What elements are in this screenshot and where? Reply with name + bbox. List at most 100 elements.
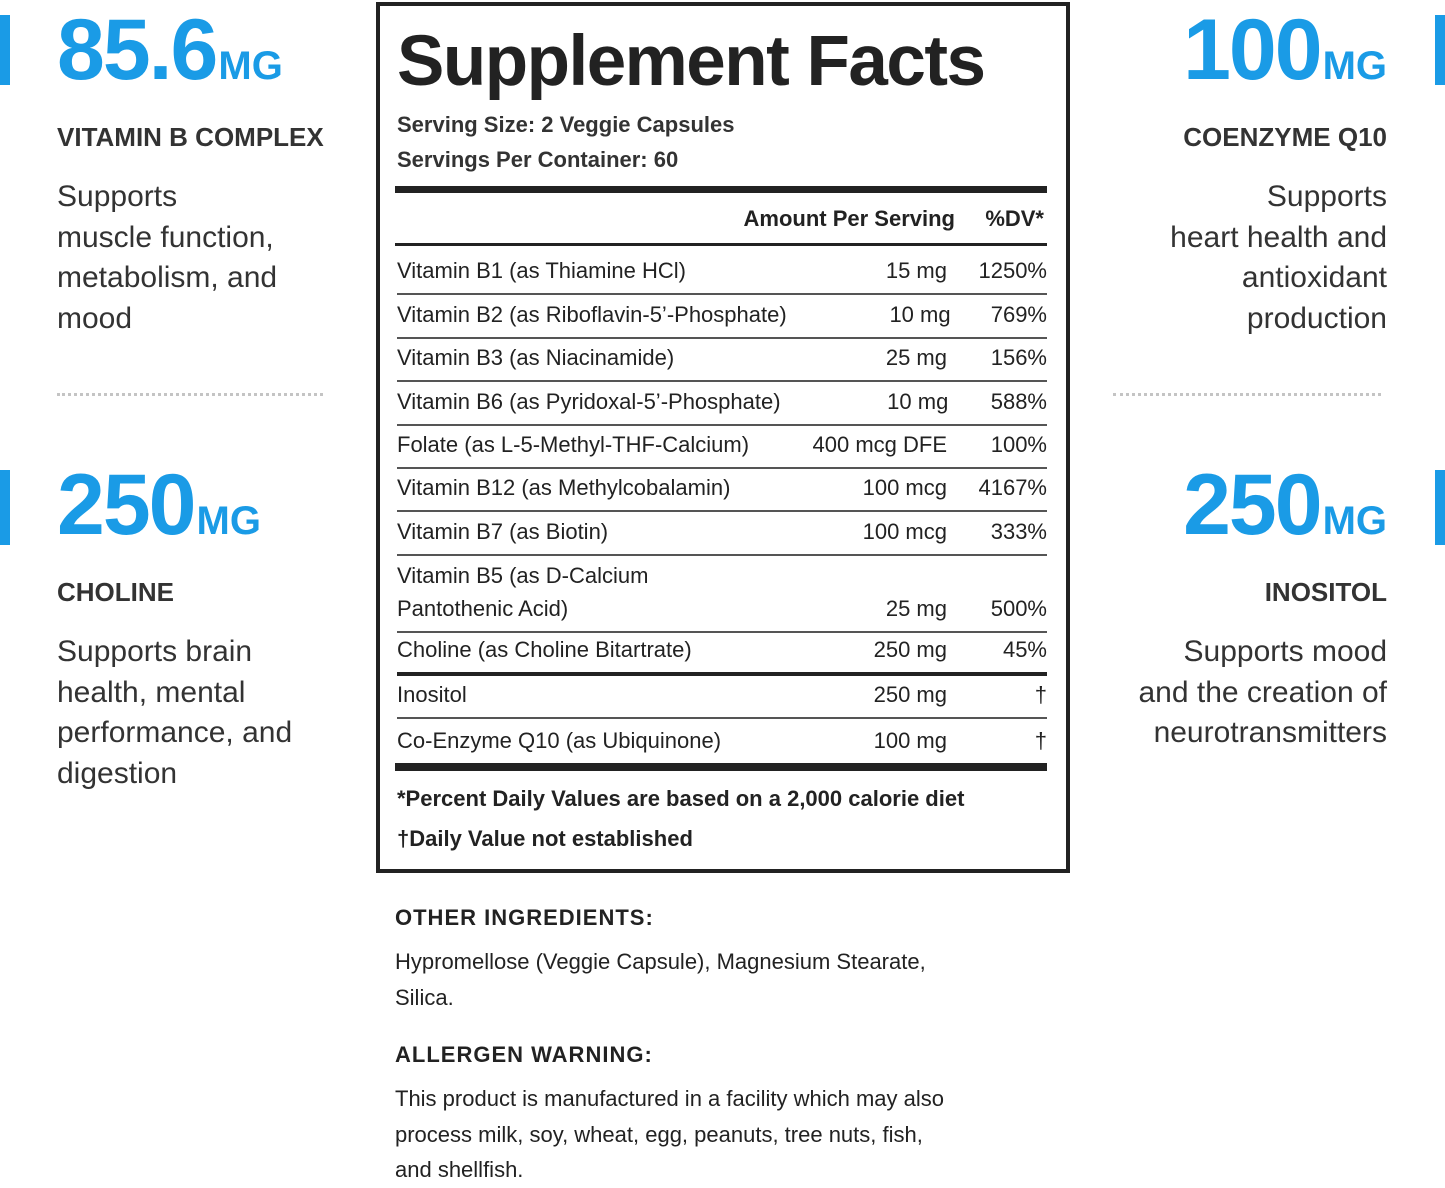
footnote: *Percent Daily Values are based on a 2,0…: [397, 786, 965, 811]
description-line: Supports: [57, 180, 178, 213]
accent-bar: [1435, 15, 1445, 85]
name-line: Vitamin B12 (as Methylcobalamin): [397, 475, 731, 501]
rule: [395, 243, 1047, 246]
nutrient-amount: 10 mg: [887, 388, 949, 414]
unit: MG: [1322, 499, 1387, 543]
facts-row: Vitamin B2 (as Riboflavin-5’-Phosphate) 1…: [397, 295, 1047, 339]
rule: [395, 763, 1047, 771]
description-line: performance, and: [57, 716, 293, 749]
highlight-amount: 250MG: [57, 457, 397, 569]
description-line: Supports: [1266, 180, 1387, 213]
daily-value: 156%: [990, 345, 1047, 371]
highlight: 85.6MG VITAMIN B COMPLEX Supports muscle fu…: [57, 2, 397, 339]
servings-per-container: Servings Per Container: 60: [397, 147, 679, 172]
section-heading: ALLERGEN WARNING:: [395, 1042, 653, 1067]
amount: 85.6: [57, 2, 218, 98]
daily-value: 45%: [1002, 637, 1047, 663]
daily-value: 1250%: [978, 258, 1047, 284]
name-line: Co-Enzyme Q10 (as Ubiquinone): [397, 727, 722, 753]
nutrient-name: Vitamin B2 (as Riboflavin-5’-Phosphate): [397, 298, 787, 331]
section-heading: OTHER INGREDIENTS:: [395, 905, 654, 930]
nutrient-name: Vitamin B3 (as Niacinamide): [397, 341, 777, 374]
facts-panel: [376, 2, 1070, 873]
facts-row: Vitamin B3 (as Niacinamide) 25 mg 156%: [397, 339, 1047, 383]
accent-bar: [1435, 470, 1445, 545]
nutrient-name: Vitamin B5 (as D-Calcium Pantothenic Acid…: [397, 559, 777, 625]
text-line: Hypromellose (Veggie Capsule), Magnesium…: [395, 949, 926, 974]
amount: 250: [57, 457, 196, 553]
daily-value: †: [1034, 682, 1047, 708]
nutrient-name: Inositol: [397, 678, 777, 711]
name-line: Vitamin B3 (as Niacinamide): [397, 345, 675, 371]
nutrient-amount: 400 mcg DFE: [812, 431, 948, 457]
nutrient-amount: 100 mcg: [862, 518, 947, 544]
description-line: production: [1246, 301, 1387, 335]
footnote: †Daily Value not established: [397, 826, 693, 851]
column-header: Amount Per Serving: [743, 206, 955, 231]
serving-size: Serving Size: 2 Veggie Capsules: [397, 112, 735, 137]
nutrient-amount: 250 mg: [873, 637, 947, 663]
facts-row: Choline (as Choline Bitartrate) 250 mg 45%: [397, 633, 1047, 677]
separator: [57, 393, 323, 396]
daily-value: 4167%: [978, 475, 1047, 501]
name-line: Inositol: [397, 682, 467, 708]
nutrient-amount: 25 mg: [885, 595, 947, 621]
facts-row: Vitamin B12 (as Methylcobalamin) 100 mcg 4…: [397, 469, 1047, 513]
nutrient-name: Vitamin B6 (as Pyridoxal-5’-Phosphate): [397, 385, 781, 418]
rule: [395, 186, 1047, 193]
highlight-description: Supports mood and the creation of neurotra…: [1047, 632, 1387, 754]
unit: MG: [196, 499, 261, 543]
nutrient-name: Folate (as L-5-Methyl-THF-Calcium): [397, 428, 777, 461]
daily-value: 333%: [990, 518, 1047, 544]
nutrient-amount: 100 mcg: [862, 475, 947, 501]
accent-bar: [0, 15, 10, 85]
text-line: and shellfish.: [395, 1157, 524, 1182]
unit: MG: [218, 44, 283, 88]
name-line: Vitamin B2 (as Riboflavin-5’-Phosphate): [397, 301, 787, 327]
description-line: muscle function,: [57, 220, 274, 254]
daily-value: 100%: [990, 431, 1047, 457]
name-line: Folate (as L-5-Methyl-THF-Calcium): [397, 431, 750, 457]
section-text: This product is manufactured in a facili…: [395, 1081, 944, 1188]
section-text: Hypromellose (Veggie Capsule), Magnesium…: [395, 944, 926, 1015]
nutrient-amount: 15 mg: [885, 258, 947, 284]
accent-bar: [0, 470, 10, 545]
name-line: Pantothenic Acid): [397, 595, 569, 621]
description-line: Supports brain: [57, 635, 253, 668]
highlight-amount: 100MG: [1047, 2, 1387, 114]
facts-row: Vitamin B7 (as Biotin) 100 mcg 333%: [397, 512, 1047, 556]
facts-row: Folate (as L-5-Methyl-THF-Calcium) 400 mc…: [397, 426, 1047, 469]
description-line: health, mental: [57, 675, 246, 709]
text-line: Silica.: [395, 984, 454, 1010]
daily-value: †: [1034, 727, 1047, 753]
nutrient-amount: 25 mg: [885, 345, 947, 371]
nutrient-name: Vitamin B7 (as Biotin): [397, 515, 777, 548]
name-line: Vitamin B5 (as D-Calcium: [397, 562, 649, 588]
nutrient-name: Choline (as Choline Bitartrate): [397, 633, 777, 666]
highlight-description: Supports brain health, mental performance,…: [57, 632, 397, 794]
daily-value: 500%: [990, 595, 1047, 621]
text-line: This product is manufactured in a facili…: [395, 1086, 945, 1111]
nutrient-name: Co-Enzyme Q10 (as Ubiquinone): [397, 724, 777, 757]
description-line: and the creation of: [1138, 675, 1387, 709]
name-line: Vitamin B1 (as Thiamine HCl): [397, 258, 686, 284]
facts-row: Vitamin B1 (as Thiamine HCl) 15 mg 1250%: [397, 252, 1047, 296]
facts-row: Vitamin B6 (as Pyridoxal-5’-Phosphate) 10…: [397, 382, 1047, 426]
highlight-amount: 250MG: [1047, 457, 1387, 569]
highlight-name: INOSITOL: [1264, 577, 1387, 607]
text-line: process milk, soy, wheat, egg, peanuts, …: [395, 1121, 923, 1147]
daily-value: 769%: [990, 301, 1047, 327]
nutrient-amount: 100 mg: [873, 727, 947, 753]
highlight-description: Supports muscle function, metabolism, and m…: [57, 177, 397, 339]
description-line: mood: [57, 301, 133, 335]
highlight-description: Supports heart health and antioxidant produ…: [1047, 177, 1387, 339]
description-line: metabolism, and: [57, 261, 278, 294]
facts-row: Vitamin B5 (as D-Calcium Pantothenic Acid…: [397, 556, 1047, 633]
highlight: 100MG COENZYME Q10 Supports heart health an…: [1047, 2, 1387, 339]
unit: MG: [1322, 44, 1387, 88]
description-line: heart health and: [1170, 220, 1387, 254]
name-line: Vitamin B6 (as Pyridoxal-5’-Phosphate): [397, 388, 781, 414]
name-line: Vitamin B7 (as Biotin): [397, 518, 609, 544]
highlight: 250MG INOSITOL Supports mood and the creati…: [1047, 457, 1387, 754]
